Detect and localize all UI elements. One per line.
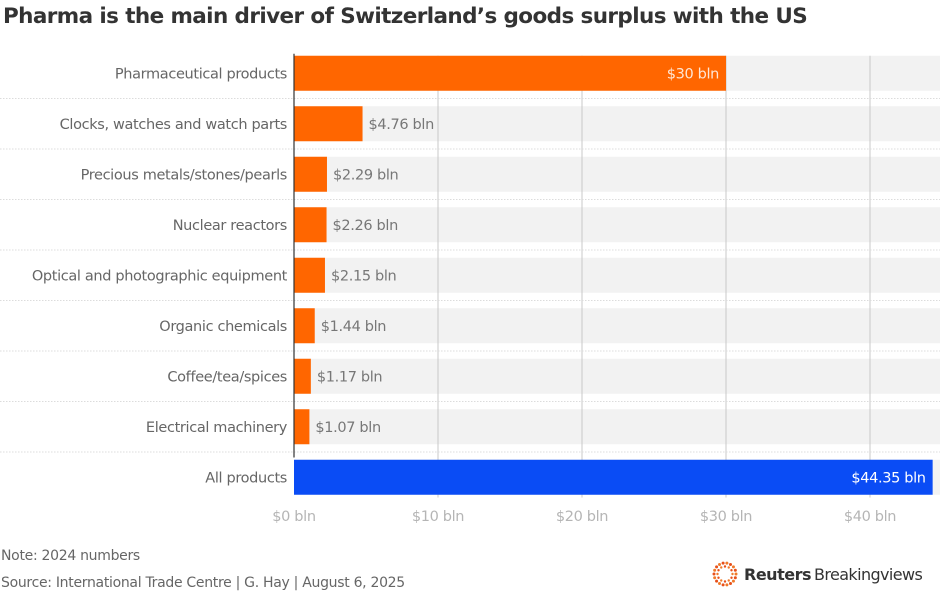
logo-dot xyxy=(712,572,716,576)
bar-track xyxy=(294,308,940,344)
category-label: Electrical machinery xyxy=(146,420,288,436)
logo-dot xyxy=(718,582,721,586)
bar xyxy=(294,106,363,142)
bar-track xyxy=(294,207,940,243)
data-label: $44.35 bln xyxy=(851,470,925,486)
bar xyxy=(294,257,325,293)
bar xyxy=(294,358,311,394)
logo-dot xyxy=(716,572,719,576)
data-label: $1.44 bln xyxy=(321,319,386,335)
bar-chart: Pharmaceutical products Clocks, watches a… xyxy=(0,53,940,525)
reuters-breakingviews-logo: Reuters Breakingviews xyxy=(712,560,923,588)
bar xyxy=(294,207,327,243)
logo-dot xyxy=(733,576,737,580)
chart-source: Source: International Trade Centre | G. … xyxy=(1,575,405,591)
x-tick-label: $10 bln xyxy=(412,509,464,525)
bar xyxy=(294,55,726,91)
logo-dot xyxy=(729,562,732,566)
bar-all-products xyxy=(294,459,933,495)
logo-dot xyxy=(721,583,725,587)
logo-dot xyxy=(717,569,720,572)
bar-track xyxy=(294,106,940,142)
category-label: All products xyxy=(205,470,287,486)
category-label: Pharmaceutical products xyxy=(115,66,287,82)
category-label: Precious metals/stones/pearls xyxy=(81,167,287,183)
logo-dot xyxy=(727,566,730,569)
logo-dot xyxy=(713,576,717,580)
logo-dot xyxy=(715,579,719,583)
logo-dot xyxy=(731,579,735,583)
category-label: Clocks, watches and watch parts xyxy=(60,117,287,133)
bar xyxy=(294,308,315,344)
category-label: Optical and photographic equipment xyxy=(32,268,288,284)
x-tick-label: $20 bln xyxy=(556,509,608,525)
chart-title: Pharma is the main driver of Switzerland… xyxy=(3,4,808,29)
logo-dot xyxy=(715,565,719,569)
logo-dot xyxy=(717,576,720,579)
bar-track xyxy=(294,257,940,293)
x-tick-label: $0 bln xyxy=(272,509,315,525)
logo-dot xyxy=(720,579,723,582)
logo-dot xyxy=(733,568,737,572)
data-label: $2.26 bln xyxy=(333,218,398,234)
category-label: Coffee/tea/spices xyxy=(167,369,287,385)
bar xyxy=(294,156,327,192)
logo-dot xyxy=(731,572,734,576)
x-tick-label: $30 bln xyxy=(700,509,752,525)
logo-dot xyxy=(731,565,735,569)
logo-dot xyxy=(730,576,733,579)
category-label: Nuclear reactors xyxy=(173,218,287,234)
data-label: $4.76 bln xyxy=(369,117,434,133)
reuters-dot-ring-icon xyxy=(712,561,738,587)
data-label: $30 bln xyxy=(667,66,719,82)
chart-note: Note: 2024 numbers xyxy=(1,548,140,564)
logo-dot xyxy=(723,565,727,568)
data-label: $2.15 bln xyxy=(331,268,396,284)
logo-dot xyxy=(734,572,738,576)
data-label: $1.07 bln xyxy=(315,420,380,436)
logo-dot xyxy=(729,582,732,586)
logo-dot xyxy=(730,569,733,572)
logo-product: Breakingviews xyxy=(813,564,923,584)
x-tick-label: $40 bln xyxy=(844,509,896,525)
data-label: $2.29 bln xyxy=(333,167,398,183)
bar xyxy=(294,409,310,445)
bar-track xyxy=(294,358,940,394)
logo-dot xyxy=(713,568,717,572)
logo-dot xyxy=(718,562,721,566)
logo-dot xyxy=(723,580,727,583)
logo-brand: Reuters xyxy=(744,564,811,584)
data-label: $1.17 bln xyxy=(317,369,382,385)
bar-track xyxy=(294,409,940,445)
logo-dot xyxy=(721,561,725,565)
logo-dot xyxy=(725,583,729,587)
logo-dot xyxy=(725,561,729,565)
bar-track xyxy=(294,156,940,192)
logo-dot xyxy=(727,579,730,582)
logo-dot xyxy=(720,566,723,569)
category-label: Organic chemicals xyxy=(159,319,287,335)
